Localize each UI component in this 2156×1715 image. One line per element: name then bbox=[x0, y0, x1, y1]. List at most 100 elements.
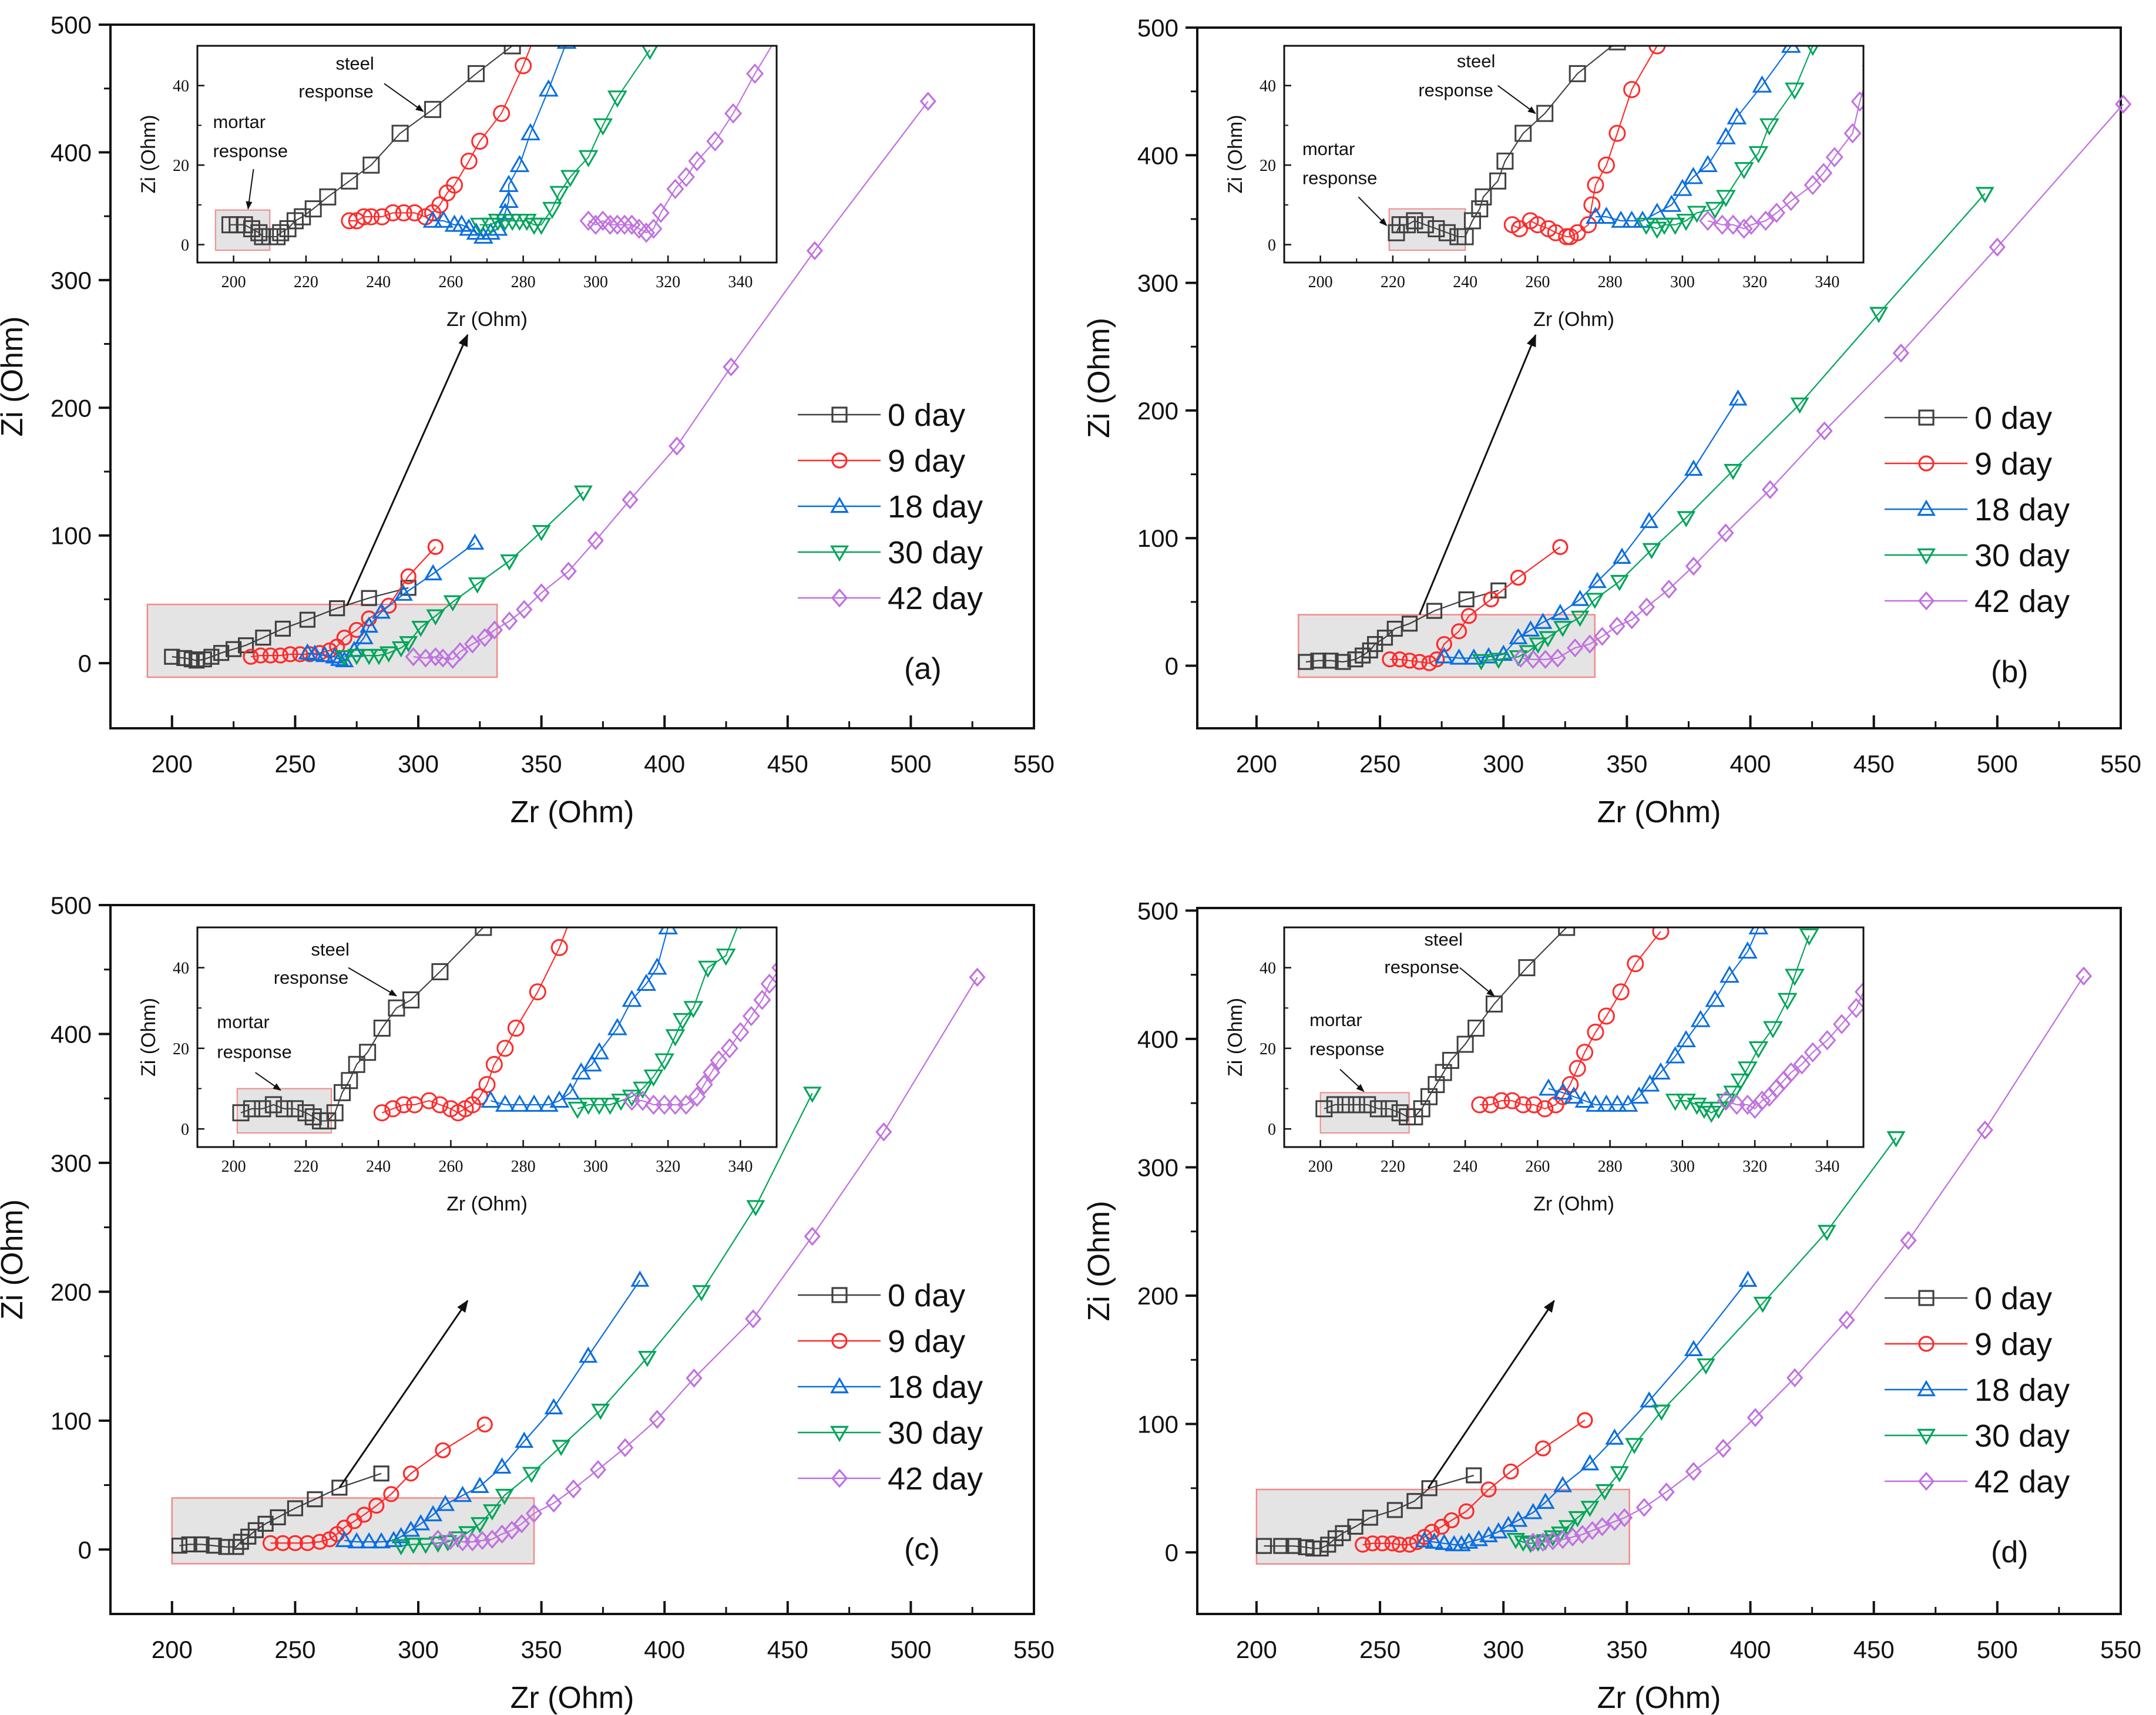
plot-frame bbox=[1196, 26, 2122, 729]
triangle-down-marker bbox=[672, 1013, 693, 1031]
mortar-annotation-line2: response bbox=[213, 141, 288, 162]
triangle-up-marker bbox=[424, 564, 443, 581]
x-tick-label: 200 bbox=[1236, 1636, 1277, 1663]
diamond-marker bbox=[525, 1504, 543, 1524]
legend-label: 9 day bbox=[888, 1324, 965, 1359]
triangle-down-marker bbox=[1538, 631, 1557, 648]
legend-item: 30 day bbox=[798, 1415, 983, 1451]
circle-marker bbox=[362, 208, 380, 226]
legend-item: 18 day bbox=[798, 489, 983, 524]
triangle-down-marker bbox=[578, 150, 599, 167]
square-marker bbox=[232, 1104, 250, 1122]
diamond-marker bbox=[1762, 480, 1779, 499]
series-42-day bbox=[405, 92, 936, 669]
diamond-marker bbox=[1616, 1508, 1633, 1528]
inset-x-tick-label: 200 bbox=[1308, 1158, 1333, 1176]
square-marker bbox=[1608, 46, 1626, 51]
legend-label: 18 day bbox=[1974, 1373, 2070, 1408]
inset-x-tick-label: 300 bbox=[1670, 273, 1695, 291]
legend-item: 9 day bbox=[798, 443, 965, 479]
square-marker bbox=[1475, 188, 1492, 206]
triangle-down-marker bbox=[593, 118, 613, 136]
legend-item: 42 day bbox=[798, 581, 983, 616]
x-tick-label: 250 bbox=[274, 750, 315, 778]
triangle-up-marker bbox=[1612, 547, 1631, 564]
triangle-down-marker bbox=[1730, 1073, 1751, 1091]
triangle-down-marker bbox=[1917, 1428, 1936, 1445]
diamond-marker bbox=[1843, 123, 1862, 144]
y-tick-label: 400 bbox=[1137, 1025, 1178, 1053]
square-marker bbox=[361, 590, 377, 606]
triangle-down-marker bbox=[552, 1440, 571, 1457]
mortar-annotation-arrow bbox=[255, 1072, 281, 1091]
circle-marker bbox=[478, 1076, 496, 1094]
triangle-up-marker bbox=[1425, 1532, 1444, 1549]
triangle-up-marker bbox=[1684, 459, 1703, 476]
triangle-down-marker bbox=[1687, 1098, 1707, 1115]
legend-label: 9 day bbox=[1974, 446, 2052, 482]
plot-frame bbox=[1196, 907, 2122, 1615]
circle-marker bbox=[1918, 1336, 1935, 1352]
circle-marker bbox=[1355, 1536, 1371, 1553]
circle-marker bbox=[384, 204, 402, 221]
series-30-day bbox=[1636, 46, 1819, 239]
mortar-annotation-arrow bbox=[1358, 196, 1388, 227]
steel-annotation-line2: response bbox=[274, 967, 349, 988]
series-line bbox=[349, 46, 532, 221]
series-0-day bbox=[1388, 46, 1626, 246]
x-tick-label: 550 bbox=[1013, 750, 1055, 778]
x-tick-label: 400 bbox=[644, 1636, 685, 1663]
square-marker bbox=[1558, 927, 1576, 936]
y-tick-label: 0 bbox=[1165, 653, 1178, 680]
x-tick-label: 450 bbox=[767, 750, 808, 778]
square-marker bbox=[1569, 65, 1586, 82]
triangle-up-marker bbox=[544, 1398, 563, 1415]
triangle-down-marker bbox=[802, 1087, 822, 1103]
x-tick-label: 500 bbox=[1977, 1636, 2018, 1663]
triangle-up-marker bbox=[1523, 1502, 1543, 1519]
triangle-up-marker bbox=[372, 1532, 391, 1549]
triangle-up-marker bbox=[1574, 1090, 1595, 1108]
diamond-marker bbox=[1581, 634, 1598, 654]
plot-frame bbox=[109, 904, 1035, 1615]
mortar-annotation-line1: mortar bbox=[213, 112, 266, 132]
triangle-up-marker bbox=[465, 533, 485, 550]
circle-marker bbox=[1483, 591, 1499, 608]
triangle-down-marker bbox=[665, 1029, 686, 1047]
diamond-marker bbox=[669, 436, 686, 456]
legend-label: 42 day bbox=[888, 1461, 983, 1497]
triangle-down-marker bbox=[1506, 1533, 1526, 1549]
y-tick-label: 300 bbox=[51, 267, 92, 294]
diamond-marker bbox=[710, 1050, 728, 1071]
circle-marker bbox=[1493, 1092, 1510, 1109]
triangle-up-marker bbox=[1917, 499, 1936, 516]
square-marker bbox=[1406, 212, 1423, 230]
inset-x-tick-label: 200 bbox=[221, 1158, 246, 1176]
mortar-annotation-line2: response bbox=[217, 1041, 292, 1062]
diamond-marker bbox=[1564, 1527, 1581, 1547]
panel-b: 200 250 300 350 400 450 500 5500100200300400500… bbox=[1082, 14, 2141, 829]
triangle-down-marker bbox=[1705, 201, 1725, 219]
diamond-marker bbox=[1566, 638, 1584, 658]
x-tick-label: 400 bbox=[644, 750, 685, 778]
square-marker bbox=[402, 991, 420, 1009]
x-tick-label: 400 bbox=[1729, 750, 1771, 778]
triangle-down-marker bbox=[468, 577, 487, 594]
legend-label: 0 day bbox=[1974, 1281, 2052, 1316]
triangle-up-marker bbox=[335, 1531, 354, 1548]
triangle-down-marker bbox=[1785, 969, 1805, 986]
inset-y-tick-label: 0 bbox=[181, 1121, 189, 1139]
triangle-down-marker bbox=[1472, 654, 1491, 671]
diamond-marker bbox=[1818, 1030, 1836, 1051]
series-0-day bbox=[232, 927, 492, 1129]
series-18-day bbox=[422, 46, 577, 244]
diamond-marker bbox=[695, 1074, 713, 1095]
diamond-marker bbox=[2075, 966, 2093, 986]
triangle-down-marker bbox=[1665, 1094, 1685, 1111]
triangle-up-marker bbox=[1553, 1476, 1573, 1492]
square-marker bbox=[1337, 1096, 1355, 1114]
x-tick-label: 400 bbox=[1729, 1636, 1771, 1663]
square-marker bbox=[243, 1100, 260, 1118]
triangle-down-marker bbox=[1568, 1511, 1587, 1528]
y-tick-label: 100 bbox=[1137, 1411, 1178, 1438]
